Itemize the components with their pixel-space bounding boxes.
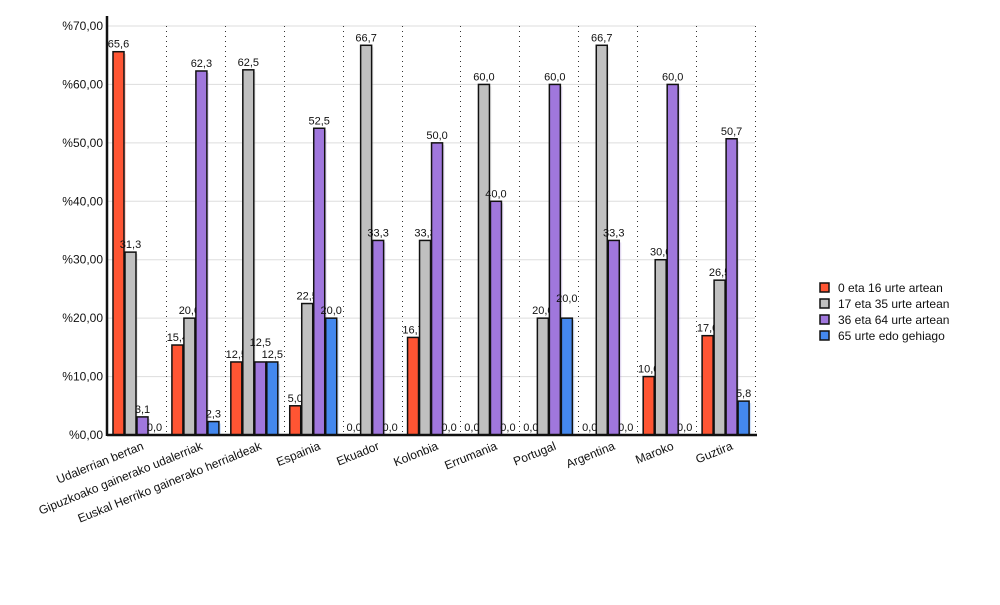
x-tick-label: Kolonbia	[392, 439, 441, 470]
data-label: 50,7	[721, 126, 742, 138]
x-tick-label: Portugal	[511, 439, 558, 469]
x-tick-label: Ekuador	[335, 439, 382, 469]
data-label: 0,0	[677, 422, 692, 434]
bar	[195, 70, 208, 436]
legend-label: 65 urte edo gehiago	[838, 329, 945, 343]
bar	[183, 317, 196, 436]
bar	[406, 336, 420, 436]
data-label: 31,3	[120, 239, 141, 251]
legend-label: 0 eta 16 urte artean	[838, 281, 943, 295]
data-label: 30,0	[650, 247, 671, 259]
bar	[171, 344, 184, 436]
y-tick-label: %10,00	[62, 370, 103, 384]
bar	[312, 127, 326, 436]
bar	[548, 83, 562, 436]
data-label: 50,0	[426, 130, 447, 142]
y-tick-label: %0,00	[69, 428, 103, 442]
bar	[207, 420, 220, 436]
data-label: 3,1	[135, 404, 150, 416]
bar	[359, 44, 373, 436]
data-label: 0,0	[500, 422, 515, 434]
data-label: 16,7	[402, 324, 423, 336]
bar	[654, 258, 667, 436]
data-label: 20,0	[321, 305, 342, 317]
data-label: 66,7	[591, 32, 612, 44]
legend-swatch	[819, 330, 830, 341]
data-label: 0,0	[382, 422, 397, 434]
bar	[300, 302, 314, 436]
x-tick-label: Errumania	[442, 439, 499, 473]
data-label: 66,7	[355, 32, 376, 44]
data-label: 22,5	[297, 291, 318, 303]
bar	[430, 142, 444, 436]
data-label: 33,3	[367, 227, 388, 239]
data-label: 0,0	[346, 422, 361, 434]
data-label: 10,0	[638, 364, 659, 376]
data-label: 12,5	[226, 349, 247, 361]
bar	[230, 361, 243, 436]
legend-label: 17 eta 35 urte artean	[838, 297, 949, 311]
data-label: 2,3	[206, 409, 221, 421]
y-tick-label: %60,00	[62, 77, 103, 91]
legend-label: 36 eta 64 urte artean	[838, 313, 949, 327]
bar	[489, 200, 503, 436]
data-label: 26,5	[709, 267, 730, 279]
y-tick-label: %50,00	[62, 136, 103, 150]
data-label: 12,5	[262, 349, 283, 361]
data-label: 20,0	[179, 305, 200, 317]
data-label: 40,0	[485, 188, 506, 200]
data-label: 5,8	[736, 388, 751, 400]
x-tick-label: Maroko	[633, 439, 676, 467]
x-tick-label: Guztira	[694, 439, 735, 467]
data-label: 62,5	[238, 57, 259, 69]
legend-swatch	[819, 314, 830, 325]
data-label: 60,0	[662, 71, 683, 83]
bar	[242, 69, 255, 436]
data-label: 52,5	[309, 115, 330, 127]
data-label: 20,0	[532, 305, 553, 317]
data-label: 0,0	[523, 422, 538, 434]
bar	[324, 317, 338, 436]
data-label: 12,5	[250, 337, 271, 349]
bar	[266, 361, 279, 436]
data-label: 65,6	[108, 39, 129, 51]
data-label: 0,0	[441, 422, 456, 434]
data-label: 60,0	[544, 71, 565, 83]
bar	[536, 317, 550, 436]
x-tick-label: Espainia	[274, 439, 322, 469]
y-tick-label: %30,00	[62, 253, 103, 267]
bar	[713, 279, 726, 436]
bar	[254, 361, 267, 436]
data-label: 0,0	[582, 422, 597, 434]
bar	[288, 405, 302, 436]
data-label: 33,3	[603, 227, 624, 239]
bar	[607, 239, 621, 436]
data-label: 0,0	[147, 422, 162, 434]
data-label: 33,3	[414, 227, 435, 239]
y-tick-label: %20,00	[62, 311, 103, 325]
bar	[595, 44, 609, 436]
data-label: 15,4	[167, 332, 188, 344]
data-label: 62,3	[191, 58, 212, 70]
bar	[737, 400, 750, 436]
bar	[642, 375, 655, 436]
bar	[701, 334, 714, 436]
data-label: 60,0	[473, 71, 494, 83]
data-label: 0,0	[464, 422, 479, 434]
bar	[477, 83, 491, 436]
data-label: 20,0	[556, 293, 577, 305]
legend-swatch	[819, 298, 830, 309]
data-label: 0,0	[618, 422, 633, 434]
data-label: 17,0	[697, 323, 718, 335]
legend-swatch	[819, 282, 830, 293]
x-tick-label: Argentina	[564, 439, 617, 471]
bar	[371, 239, 385, 436]
data-label: 5,0	[288, 393, 303, 405]
y-tick-label: %70,00	[62, 19, 103, 33]
bar	[666, 83, 679, 436]
y-tick-label: %40,00	[62, 194, 103, 208]
bar	[560, 317, 574, 436]
bar	[418, 239, 432, 436]
